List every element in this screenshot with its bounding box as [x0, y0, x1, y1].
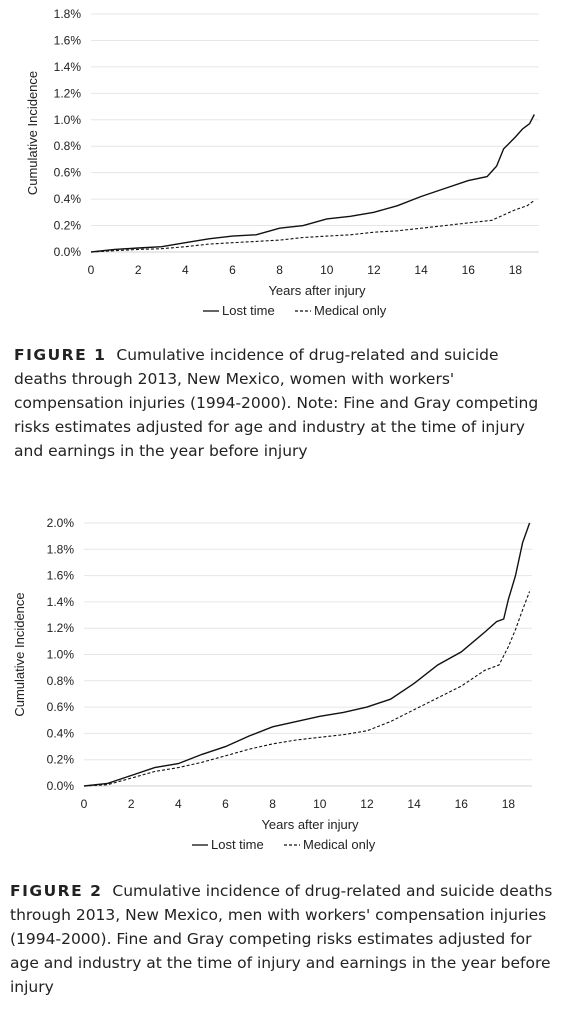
y-tick-label: 0.0% — [47, 779, 75, 793]
x-tick-label: 12 — [360, 797, 374, 811]
figure-2-label: FIGURE 2 — [10, 882, 103, 900]
figure-1-label: FIGURE 1 — [14, 346, 107, 364]
x-axis-title: Years after injury — [268, 283, 366, 298]
x-tick-label: 4 — [182, 263, 189, 277]
y-axis-title: Cumulative Incidence — [12, 592, 27, 716]
figure-2-caption: FIGURE 2 Cumulative incidence of drug-rel… — [10, 879, 555, 999]
x-tick-label: 16 — [462, 263, 476, 277]
y-tick-label: 2.0% — [47, 516, 75, 530]
y-tick-label: 1.4% — [47, 595, 75, 609]
x-tick-label: 8 — [269, 797, 276, 811]
y-tick-label: 1.8% — [54, 7, 82, 21]
chart-2: 0.0% 0.2% 0.4% 0.6% 0.8% 1.0% 1.2% 1.4% 1.6% 1.8%… — [12, 516, 532, 852]
y-tick-label: 1.2% — [47, 621, 75, 635]
y-tick-label: 0.6% — [47, 700, 75, 714]
y-tick-label: 0.8% — [47, 674, 75, 688]
x-tick-label: 14 — [407, 797, 421, 811]
series-line-lost-time — [83, 522, 531, 787]
x-tick-label: 8 — [276, 263, 283, 277]
x-tick-label: 6 — [222, 797, 229, 811]
x-tick-label: 16 — [455, 797, 469, 811]
y-tick-label: 0.4% — [47, 726, 75, 740]
y-tick-label: 0.6% — [54, 166, 82, 180]
legend-label: Medical only — [314, 303, 387, 318]
y-tick-label: 0.0% — [54, 245, 82, 259]
y-tick-label: 1.4% — [54, 60, 82, 74]
figure-2: 0.0% 0.2% 0.4% 0.6% 0.8% 1.0% 1.2% 1.4% 1.6% 1.8%… — [0, 510, 573, 860]
y-axis-title: Cumulative Incidence — [25, 71, 40, 195]
figure-1-caption-text: Cumulative incidence of drug-related and… — [14, 346, 539, 460]
legend-label: Medical only — [303, 837, 376, 852]
x-tick-label: 0 — [81, 797, 88, 811]
x-tick-label: 10 — [320, 263, 334, 277]
x-tick-label: 2 — [135, 263, 142, 277]
y-tick-label: 0.2% — [47, 753, 75, 767]
series-line-lost-time — [90, 114, 535, 253]
x-tick-label: 14 — [414, 263, 428, 277]
figure-2-caption-text: Cumulative incidence of drug-related and… — [10, 882, 553, 996]
y-tick-label: 1.6% — [54, 33, 82, 47]
y-tick-label: 1.0% — [54, 113, 82, 127]
x-tick-label: 18 — [502, 797, 516, 811]
x-tick-label: 12 — [367, 263, 381, 277]
x-tick-label: 18 — [509, 263, 523, 277]
legend-label: Lost time — [211, 837, 264, 852]
x-axis-title: Years after injury — [261, 817, 359, 832]
legend-label: Lost time — [222, 303, 275, 318]
chart-1: 0.0% 0.2% 0.4% 0.6% 0.8% 1.0% 1.2% 1.4% 1.6% 1.8%… — [25, 7, 539, 318]
series-line-medical-only — [83, 591, 531, 787]
y-tick-label: 1.2% — [54, 86, 82, 100]
x-tick-label: 4 — [175, 797, 182, 811]
y-tick-label: 1.8% — [47, 542, 75, 556]
y-tick-label: 1.0% — [47, 648, 75, 662]
y-tick-label: 0.2% — [54, 219, 82, 233]
y-tick-label: 0.4% — [54, 192, 82, 206]
y-tick-label: 0.8% — [54, 139, 82, 153]
series-line-medical-only — [90, 199, 535, 253]
x-tick-label: 10 — [313, 797, 327, 811]
x-tick-label: 6 — [229, 263, 236, 277]
figure-1-caption: FIGURE 1 Cumulative incidence of drug-rel… — [14, 343, 554, 463]
figure-1: 0.0% 0.2% 0.4% 0.6% 0.8% 1.0% 1.2% 1.4% 1.6% 1.8%… — [0, 0, 573, 330]
x-tick-label: 2 — [128, 797, 135, 811]
y-tick-label: 1.6% — [47, 569, 75, 583]
x-tick-label: 0 — [88, 263, 95, 277]
